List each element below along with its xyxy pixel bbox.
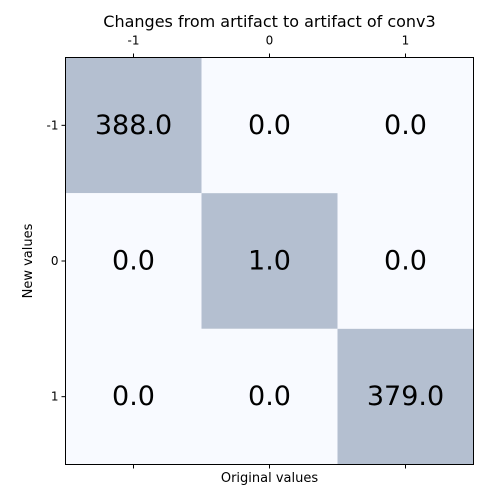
- cell-value-label: 379.0: [367, 381, 444, 412]
- cell-value-label: 1.0: [248, 246, 291, 277]
- cell-value-label: 0.0: [112, 381, 155, 412]
- y-tick-label: 1: [51, 390, 59, 404]
- heatmap-cell: [65, 193, 202, 329]
- heatmap-cell: [201, 193, 338, 329]
- cell-value-label: 0.0: [384, 110, 427, 141]
- cell-value-label: 0.0: [112, 246, 155, 277]
- heatmap-cell: [337, 328, 474, 465]
- chart-title: Changes from artifact to artifact of con…: [103, 12, 435, 31]
- heatmap-cell: [201, 328, 338, 465]
- heatmap-cells: [65, 57, 474, 465]
- heatmap-cell: [201, 57, 338, 194]
- heatmap-cell: [65, 57, 202, 194]
- heatmap-cell: [65, 328, 202, 465]
- x-tick-label: -1: [128, 34, 140, 48]
- x-tick-label: 1: [402, 34, 410, 48]
- heatmap-cell: [337, 57, 474, 194]
- x-tick-label: 0: [266, 34, 274, 48]
- y-tick-label: 0: [51, 254, 59, 268]
- x-axis-label: Original values: [221, 471, 319, 486]
- y-tick-label: -1: [47, 118, 59, 132]
- cell-value-label: 0.0: [248, 110, 291, 141]
- cell-value-label: 388.0: [95, 110, 172, 141]
- cell-value-label: 0.0: [384, 246, 427, 277]
- y-axis-label: New values: [21, 223, 36, 298]
- x-axis-ticks: -1 0 1: [128, 34, 410, 469]
- heatmap-cell: [337, 193, 474, 329]
- cell-value-label: 0.0: [248, 381, 291, 412]
- y-axis-ticks: -1 0 1: [47, 118, 66, 404]
- heatmap-cell-labels: 388.0 0.0 0.0 0.0 1.0 0.0 0.0 0.0 379.0: [95, 110, 444, 412]
